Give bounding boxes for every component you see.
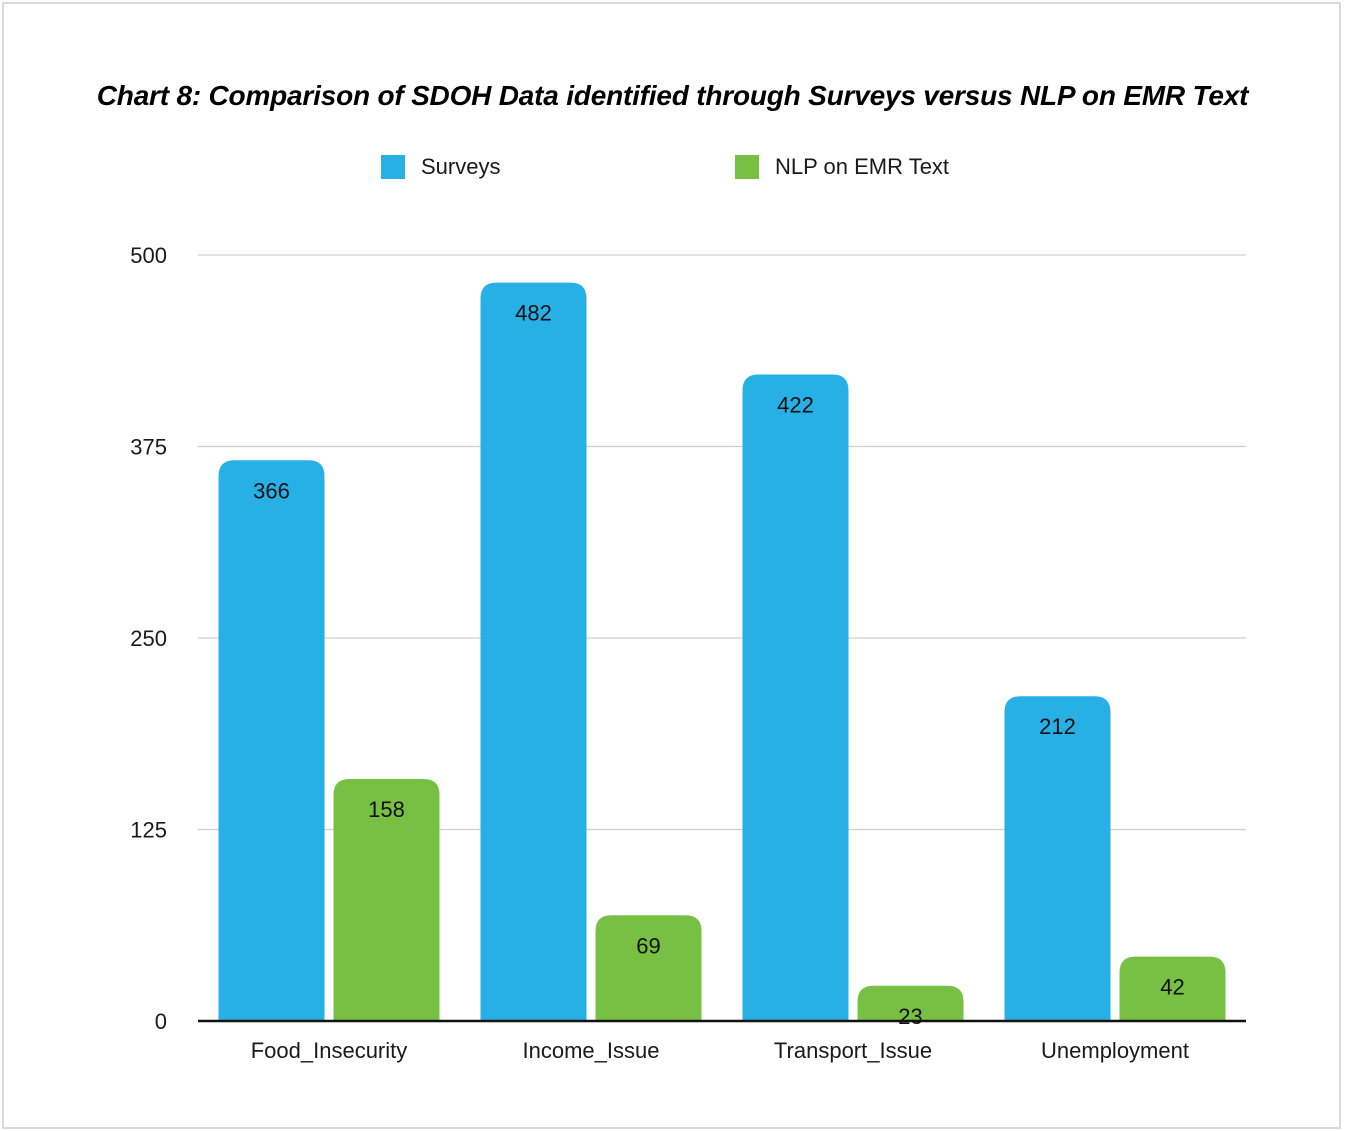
y-tick-label: 0 xyxy=(155,1009,167,1034)
data-label: 42 xyxy=(1160,975,1184,1000)
x-tick-label: Unemployment xyxy=(1041,1038,1189,1063)
chart-title: Chart 8: Comparison of SDOH Data identif… xyxy=(96,80,1249,111)
x-tick-label: Income_Issue xyxy=(523,1038,660,1063)
bar-surveys xyxy=(218,460,325,1022)
legend-item-surveys: Surveys xyxy=(381,152,500,182)
data-label: 422 xyxy=(777,392,814,417)
data-label: 366 xyxy=(253,478,290,503)
bar-nlp xyxy=(595,915,702,1021)
bar-surveys xyxy=(742,374,849,1022)
y-tick-label: 375 xyxy=(130,435,167,460)
legend-label-nlp: NLP on EMR Text xyxy=(775,154,950,179)
y-tick-label: 500 xyxy=(130,243,167,268)
x-tick-label: Transport_Issue xyxy=(774,1038,932,1063)
data-label: 482 xyxy=(515,301,552,326)
legend-swatch-nlp xyxy=(735,155,759,179)
y-tick-label: 250 xyxy=(130,626,167,651)
bar-surveys xyxy=(480,282,587,1021)
data-label: 69 xyxy=(636,933,660,958)
x-tick-label: Food_Insecurity xyxy=(251,1038,408,1063)
legend-item-nlp: NLP on EMR Text xyxy=(735,152,949,182)
bar-nlp xyxy=(333,778,440,1021)
bar-nlp xyxy=(1119,956,1226,1021)
data-label: 158 xyxy=(368,797,405,822)
bar-surveys xyxy=(1004,696,1111,1021)
legend-label-surveys: Surveys xyxy=(421,154,501,179)
data-label: 23 xyxy=(898,1004,922,1029)
legend-swatch-surveys xyxy=(381,155,405,179)
bar-nlp xyxy=(857,985,964,1021)
data-label: 212 xyxy=(1039,714,1076,739)
y-tick-label: 125 xyxy=(130,818,167,843)
